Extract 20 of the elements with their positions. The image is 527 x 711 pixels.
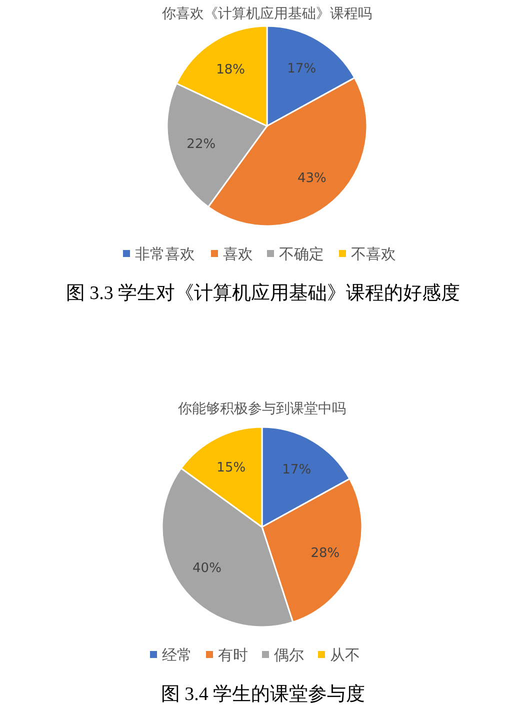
legend-label: 经常: [162, 646, 192, 664]
data-label: 22%: [186, 136, 216, 152]
caption: 图 3.4 学生的课堂参与度: [160, 683, 366, 705]
data-label: 43%: [298, 171, 326, 186]
data-label: 28%: [310, 546, 340, 562]
chart-title: 你能够积极参与到课堂中吗: [177, 401, 346, 417]
legend-label: 偶尔: [274, 646, 304, 664]
caption: 图 3.3 学生对《计算机应用基础》课程的好感度: [66, 282, 460, 304]
data-label: 18%: [216, 62, 246, 78]
data-label: 40%: [192, 560, 222, 576]
data-label: 17%: [287, 61, 316, 76]
legend-label: 不喜欢: [351, 245, 396, 263]
data-label: 17%: [282, 462, 312, 478]
legend-label: 喜欢: [223, 245, 253, 263]
data-label: 15%: [216, 460, 246, 476]
legend-label: 不确定: [279, 245, 324, 263]
chart-title: 你喜欢《计算机应用基础》课程吗: [161, 6, 372, 22]
legend-label: 有时: [218, 646, 248, 664]
legend-label: 非常喜欢: [135, 245, 195, 263]
legend-label: 从不: [330, 646, 360, 664]
